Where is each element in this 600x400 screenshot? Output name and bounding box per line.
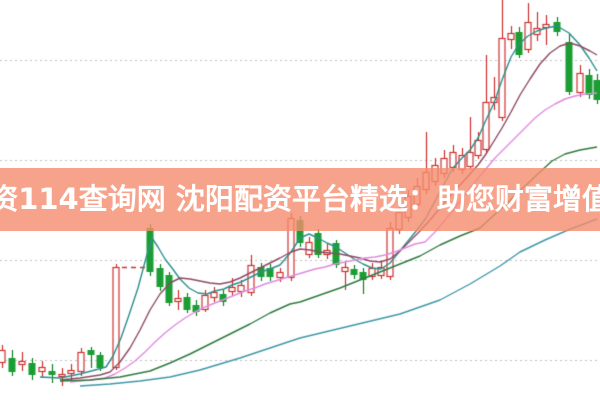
promo-banner: 配资114查询网 沈阳配资平台精选：助您财富增值！	[0, 168, 600, 231]
promo-banner-text: 配资114查询网 沈阳配资平台精选：助您财富增值！	[0, 182, 600, 216]
